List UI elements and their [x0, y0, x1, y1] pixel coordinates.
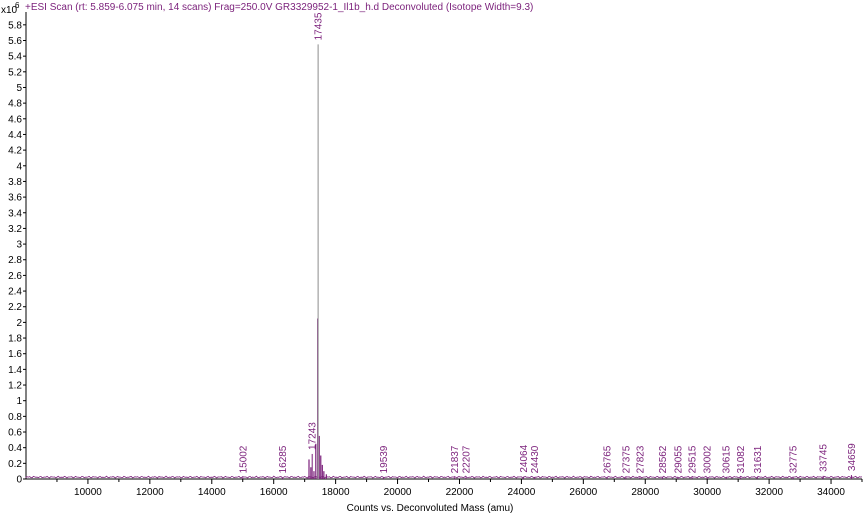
peak-labels: 15002 16285 17243 17435 19539 21837 22207 24064… [238, 12, 858, 473]
x-tick-label: 18000 [322, 487, 350, 498]
peak-label: 31082 [736, 445, 747, 473]
spectrum-trace [25, 44, 863, 479]
baseline-trace [25, 475, 863, 479]
x-tick-label: 14000 [198, 487, 226, 498]
x-tick-label: 16000 [260, 487, 288, 498]
y-tick-label: 5 [16, 83, 22, 94]
peak-label: 26765 [603, 445, 614, 473]
x-tick-label: 12000 [136, 487, 164, 498]
peak-label: 27375 [621, 445, 632, 473]
y-tick-label: 1.6 [8, 349, 22, 360]
peak-label: 31631 [753, 445, 764, 473]
x-tick-label: 10000 [74, 487, 102, 498]
x-axis: 10000 12000 14000 16000 18000 20000 22000 24000… [26, 478, 863, 498]
peak-label: 27823 [635, 445, 646, 473]
x-tick-label: 20000 [384, 487, 412, 498]
y-multiplier-label: x10 [1, 5, 18, 16]
y-tick-label: 1.8 [8, 334, 22, 345]
peak-label: 21837 [450, 445, 461, 473]
y-tick-label: 4.2 [8, 146, 22, 157]
y-exponent-label: 6 [15, 1, 20, 10]
y-tick-label: 1.4 [8, 365, 22, 376]
peak-label: 17243 [308, 422, 319, 450]
y-tick-label: 0.2 [8, 459, 22, 470]
y-tick-label: 2.8 [8, 255, 22, 266]
peak-label: 29515 [688, 445, 699, 473]
x-axis-title: Counts vs. Deconvoluted Mass (amu) [347, 503, 514, 514]
x-tick-label: 32000 [755, 487, 783, 498]
y-tick-label: 5.4 [8, 52, 22, 63]
y-tick-label: 4.8 [8, 99, 22, 110]
peak-label: 30615 [722, 445, 733, 473]
peak-label: 28562 [658, 445, 669, 473]
x-tick-label: 24000 [508, 487, 536, 498]
y-tick-label: 3.8 [8, 177, 22, 188]
y-tick-label: 5.6 [8, 36, 22, 47]
peak-label: 19539 [379, 445, 390, 473]
y-tick-label: 5.8 [8, 20, 22, 31]
x-tick-label: 34000 [817, 487, 845, 498]
peak-label: 33745 [819, 444, 830, 472]
peak-label: 24430 [530, 445, 541, 473]
x-tick-label: 22000 [446, 487, 474, 498]
y-tick-label: 2.6 [8, 271, 22, 282]
y-tick-label: 2.4 [8, 287, 22, 298]
y-tick-label: 1.2 [8, 381, 22, 392]
y-tick-label: 4.6 [8, 114, 22, 125]
y-tick-label: 4 [16, 161, 22, 172]
y-tick-label: 3 [16, 240, 22, 251]
y-tick-label: 3.6 [8, 193, 22, 204]
peak-label: 22207 [461, 445, 472, 473]
y-tick-label: 0.4 [8, 443, 22, 454]
y-axis: 0 0.2 0.4 0.6 0.8 1 1.2 1.4 1.6 1.8 2 2.2 2.4 2.6 2.8 3… [8, 12, 27, 486]
peak-label: 29055 [673, 445, 684, 473]
y-tick-label: 2.2 [8, 302, 22, 313]
y-tick-label: 1 [16, 396, 22, 407]
peak-label: 32775 [789, 445, 800, 473]
chart-title: +ESI Scan (rt: 5.859-6.075 min, 14 scans… [25, 2, 533, 13]
peak-label: 16285 [278, 445, 289, 473]
y-tick-label: 5.2 [8, 67, 22, 78]
peak-label: 17435 [314, 12, 325, 40]
y-tick-label: 0.6 [8, 428, 22, 439]
y-tick-label: 3.2 [8, 224, 22, 235]
y-tick-label: 0 [16, 475, 22, 486]
peak-label: 30002 [703, 445, 714, 473]
x-tick-label: 30000 [693, 487, 721, 498]
x-tick-label: 26000 [569, 487, 597, 498]
y-tick-label: 4.4 [8, 130, 22, 141]
x-tick-label: 28000 [631, 487, 659, 498]
y-tick-label: 2 [16, 318, 22, 329]
peak-label: 15002 [238, 445, 249, 473]
peak-label: 24064 [519, 444, 530, 472]
peak-label: 34659 [847, 443, 858, 471]
y-tick-label: 3.4 [8, 208, 22, 219]
y-tick-label: 0.8 [8, 412, 22, 423]
